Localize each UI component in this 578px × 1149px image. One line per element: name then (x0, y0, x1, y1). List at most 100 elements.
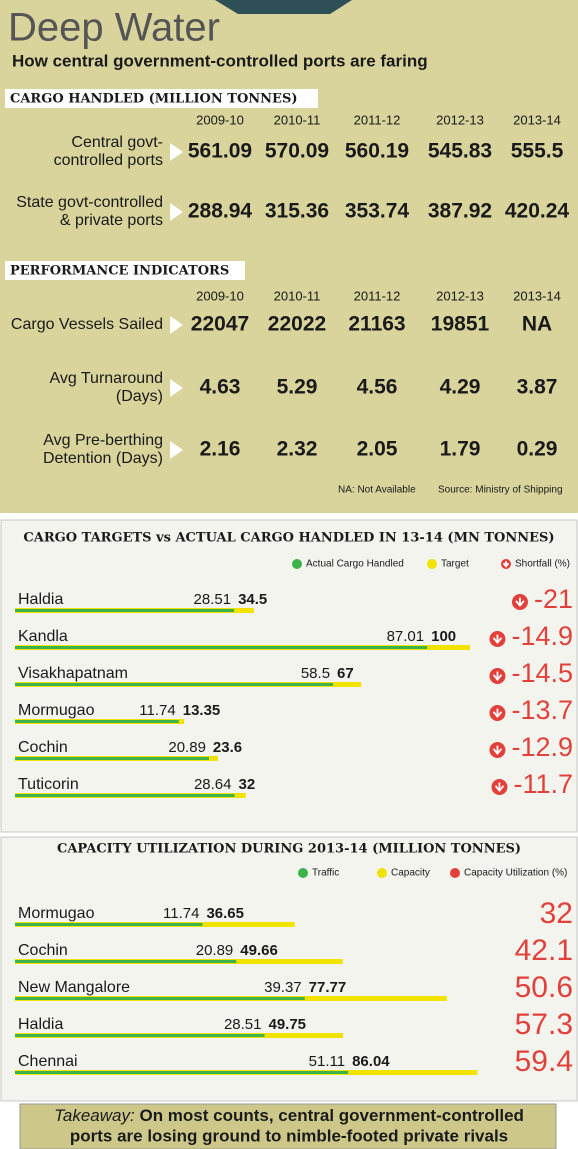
percent-value: 42.1 (515, 934, 573, 967)
actual-value: 11.74 (139, 702, 175, 719)
cell-value: 1.79 (440, 438, 481, 461)
actual-bar (15, 1071, 349, 1074)
shortfall-icon-arrow (492, 671, 503, 682)
legend-label: Target (441, 559, 469, 570)
row-label: Detention (Days) (43, 450, 163, 467)
target-value: 34.5 (238, 591, 267, 608)
actual-bar (15, 997, 305, 1000)
cell-value: 315.36 (265, 200, 329, 223)
actual-bar (15, 720, 179, 723)
actual-bar (15, 757, 209, 760)
legend-label: Capacity (391, 868, 430, 879)
actual-value: 28.51 (194, 591, 232, 608)
target-value: 100 (431, 628, 456, 645)
cell-value: 2.16 (200, 438, 241, 461)
legend-label: Capacity Utilization (%) (464, 868, 567, 879)
percent-value: -13.7 (511, 695, 573, 725)
cell-value: 555.5 (511, 140, 564, 163)
percent-value: -21 (534, 584, 573, 614)
heading-box (5, 261, 245, 280)
target-value: 67 (337, 665, 354, 682)
year-label: 2010-11 (274, 112, 321, 127)
cell-value: 4.56 (357, 376, 398, 399)
actual-bar (15, 794, 235, 797)
footer-line: ports are losing ground to nimble-footed… (70, 1126, 508, 1145)
target-value: 86.04 (352, 1053, 390, 1070)
category-label: Chennai (18, 1053, 78, 1070)
footer-text: Takeaway: On most counts, central govern… (54, 1106, 524, 1125)
cell-value: 3.87 (517, 376, 558, 399)
actual-bar (15, 683, 334, 686)
category-label: Mormugao (18, 702, 95, 719)
actual-value: 39.37 (264, 979, 302, 996)
cell-value: 570.09 (265, 140, 329, 163)
percent-value: -14.5 (511, 658, 573, 688)
legend-label: Shortfall (%) (515, 559, 570, 570)
cell-value: 420.24 (505, 200, 570, 223)
cell-value: 22022 (268, 313, 326, 336)
year-label: 2012-13 (436, 288, 484, 303)
year-label: 2013-14 (513, 112, 561, 127)
shortfall-icon-arrow (492, 745, 503, 756)
row-label: controlled ports (54, 152, 163, 169)
actual-value: 58.5 (301, 665, 330, 682)
target-value: 13.35 (183, 702, 221, 719)
cell-value: 19851 (431, 313, 490, 336)
cell-value: 545.83 (428, 140, 492, 163)
actual-value: 28.51 (224, 1016, 262, 1033)
cell-value: 561.09 (188, 140, 252, 163)
target-value: 77.77 (309, 979, 347, 996)
row-arrow (170, 379, 183, 397)
subtitle: How central government-controlled ports … (12, 51, 428, 70)
row-arrow (170, 203, 183, 221)
category-label: Cochin (18, 739, 68, 756)
chart-panel (0, 836, 578, 1102)
row-label: (Days) (116, 388, 163, 405)
cell-value: 560.19 (345, 140, 409, 163)
row-label: State govt-controlled (16, 194, 163, 211)
chart-panel (0, 519, 578, 833)
cell-value: 2.05 (357, 438, 398, 461)
header-image (215, 0, 352, 14)
actual-value: 28.64 (194, 776, 232, 793)
legend-label: Actual Cargo Handled (306, 559, 404, 570)
percent-value: 59.4 (515, 1045, 573, 1078)
category-label: Haldia (18, 1016, 63, 1033)
section-heading: PERFORMANCE INDICATORS (10, 264, 229, 279)
actual-bar (15, 646, 428, 649)
year-label: 2011-12 (354, 288, 401, 303)
section-heading: CARGO HANDLED (MILLION TONNES) (10, 92, 298, 107)
actual-value: 51.11 (309, 1053, 345, 1070)
legend-marker (292, 559, 302, 569)
shortfall-icon-arrow (492, 708, 503, 719)
cell-value: NA (522, 313, 552, 336)
note: NA: Not Available (338, 485, 416, 496)
category-label: Haldia (18, 591, 63, 608)
category-label: New Mangalore (18, 979, 130, 996)
target-value: 32 (239, 776, 256, 793)
shortfall-icon-arrow (502, 561, 510, 568)
actual-bar (15, 1034, 265, 1037)
cell-value: 0.29 (517, 438, 558, 461)
category-label: Visakhapatnam (18, 665, 128, 682)
cell-value: 353.74 (345, 200, 410, 223)
percent-value: 57.3 (515, 1008, 573, 1041)
row-label: Avg Pre-berthing (43, 432, 163, 449)
percent-value: -14.9 (511, 621, 573, 651)
cell-value: 387.92 (428, 200, 492, 223)
target-value: 23.6 (213, 739, 242, 756)
year-label: 2009-10 (196, 112, 244, 127)
year-label: 2011-12 (354, 112, 401, 127)
chart-title: CARGO TARGETS vs ACTUAL CARGO HANDLED IN… (23, 531, 554, 546)
legend-label: Traffic (312, 868, 339, 879)
row-label: Cargo Vessels Sailed (11, 316, 163, 333)
category-label: Tuticorin (18, 776, 79, 793)
cell-value: 21163 (348, 313, 405, 336)
legend-marker (427, 559, 437, 569)
cell-value: 288.94 (188, 200, 253, 223)
heading-box (5, 89, 318, 108)
year-label: 2013-14 (513, 288, 561, 303)
target-value: 36.65 (206, 905, 244, 922)
row-arrow (170, 441, 183, 459)
